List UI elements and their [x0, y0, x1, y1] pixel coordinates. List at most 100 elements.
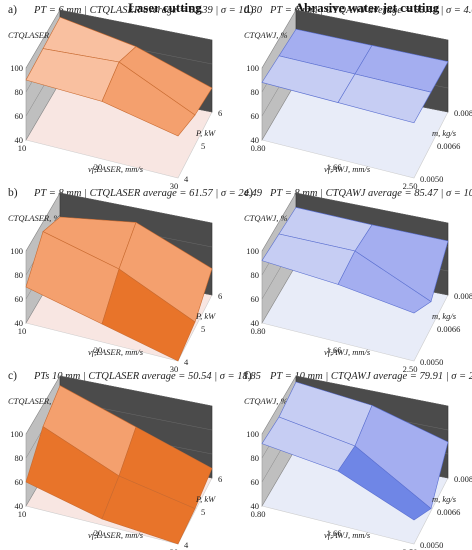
z-tick-label: 100: [246, 246, 259, 256]
surface-patch: [337, 250, 432, 314]
wall-gridline: [295, 9, 449, 41]
y-tick-label: 0.0083: [454, 291, 472, 301]
x-tick-label: 0.80: [251, 509, 266, 519]
wall-gridline: [59, 9, 213, 41]
column-title-laser: Laser cutting: [128, 0, 202, 15]
z-tick-label: 40: [15, 318, 24, 328]
panel-e: e) PT = 8 mm | CTQAWJ average = 85.47 | …: [244, 187, 472, 374]
x-tick-label: 30: [170, 181, 179, 191]
wall-gridline: [261, 447, 297, 507]
y-axis-label: P, kW: [195, 128, 216, 138]
x-tick-label: 20: [94, 528, 103, 538]
x-tick-label: 1.66: [327, 162, 342, 172]
column-title-awj: Abrasive water jet cutting: [294, 0, 440, 15]
x-tick-label: 1.66: [327, 345, 342, 355]
surface-patch: [337, 445, 432, 521]
z-tick-label: 80: [15, 270, 24, 280]
z-tick-label: 40: [15, 501, 24, 511]
x-tick-label: 2.50: [403, 181, 418, 191]
x-axis-label: vf,AWJ, mm/s: [324, 347, 371, 357]
z-tick-label: 40: [251, 501, 260, 511]
x-tick-label: 10: [18, 326, 27, 336]
z-axis-label: CTQAWJ, %: [244, 213, 288, 223]
y-tick-label: 4: [184, 174, 189, 184]
z-tick-label: 40: [251, 318, 260, 328]
panel-title: e) PT = 8 mm | CTQAWJ average = 85.47 | …: [244, 187, 472, 199]
x-tick-label: 10: [18, 509, 27, 519]
wall-gridline: [25, 192, 61, 252]
y-tick-label: 5: [201, 141, 205, 151]
wall-gridline: [261, 81, 297, 141]
x-tick-label: 0.80: [251, 326, 266, 336]
y-tick-label: 4: [184, 357, 189, 367]
x-axis-label: vf,LASER, mm/s: [88, 530, 144, 540]
wall-gridline: [59, 192, 213, 224]
z-tick-label: 100: [10, 246, 23, 256]
z-tick-label: 60: [15, 111, 24, 121]
panel-title: b) PT = 8 mm | CTQLASER average = 61.57 …: [8, 187, 263, 199]
y-axis-label: P, kW: [195, 311, 216, 321]
panel-a: a) PT = 6 mm | CTQLASER average = 82.39 …: [8, 4, 263, 191]
x-axis-label: vf,AWJ, mm/s: [324, 530, 371, 540]
z-tick-label: 80: [251, 270, 260, 280]
x-tick-label: 2.50: [403, 364, 418, 374]
panel-title: c) PTs 10 mm | CTQLASER average = 50.54 …: [8, 370, 261, 382]
y-tick-label: 6: [218, 291, 222, 301]
z-axis-label: CTQLASER, %: [8, 213, 60, 223]
x-tick-label: 20: [94, 162, 103, 172]
z-axis-label: CTQLASER, %: [8, 30, 60, 40]
wall-gridline: [59, 375, 213, 407]
z-tick-label: 60: [251, 477, 260, 487]
y-tick-label: 6: [218, 108, 222, 118]
y-axis-label: P, kW: [195, 494, 216, 504]
y-tick-label: 6: [218, 474, 222, 484]
z-tick-label: 80: [251, 453, 260, 463]
z-tick-label: 60: [15, 477, 24, 487]
x-tick-label: 30: [170, 547, 179, 550]
z-tick-label: 40: [15, 135, 24, 145]
wall-gridline: [261, 375, 297, 435]
y-tick-label: 0.0050: [420, 357, 443, 367]
wall-gridline: [295, 192, 449, 224]
x-tick-label: 30: [170, 364, 179, 374]
y-tick-label: 0.0083: [454, 474, 472, 484]
surface-patch: [101, 475, 196, 545]
y-axis-label: m, kg/s: [432, 311, 457, 321]
surface-patch: [101, 268, 196, 362]
wall-gridline: [261, 9, 297, 69]
x-tick-label: 20: [94, 345, 103, 355]
z-tick-label: 60: [15, 294, 24, 304]
y-tick-label: 0.0066: [437, 324, 460, 334]
x-tick-label: 2.50: [403, 547, 418, 550]
panel-b: b) PT = 8 mm | CTQLASER average = 61.57 …: [8, 187, 263, 374]
z-tick-label: 80: [15, 87, 24, 97]
panel-d: d) PT = 6 mm | CTQAWJ average = 85.44 | …: [244, 4, 472, 191]
surface-patch: [101, 61, 196, 137]
z-tick-label: 80: [251, 87, 260, 97]
z-axis-label: CTQAWJ, %: [244, 396, 288, 406]
z-tick-label: 100: [246, 429, 259, 439]
z-tick-label: 80: [15, 453, 24, 463]
wall-gridline: [25, 375, 61, 435]
y-tick-label: 5: [201, 507, 205, 517]
x-tick-label: 0.80: [251, 143, 266, 153]
z-tick-label: 100: [246, 63, 259, 73]
x-axis-label: vf,LASER, mm/s: [88, 347, 144, 357]
panel-c: c) PTs 10 mm | CTQLASER average = 50.54 …: [8, 370, 261, 550]
panel-title: f) PT = 10 mm | CTQAWJ average = 79.91 |…: [244, 370, 472, 382]
wall-gridline: [25, 9, 61, 69]
z-tick-label: 40: [251, 135, 260, 145]
y-tick-label: 4: [184, 540, 189, 550]
panel-title: d) PT = 6 mm | CTQAWJ average = 85.44 | …: [244, 4, 472, 16]
y-tick-label: 0.0066: [437, 507, 460, 517]
wall-gridline: [261, 264, 297, 324]
x-axis-label: vf,LASER, mm/s: [88, 164, 144, 174]
wall-gridline: [261, 192, 297, 252]
y-axis-label: m, kg/s: [432, 494, 457, 504]
z-tick-label: 100: [10, 429, 23, 439]
z-tick-label: 60: [251, 111, 260, 121]
y-tick-label: 0.0083: [454, 108, 472, 118]
x-tick-label: 10: [18, 143, 27, 153]
